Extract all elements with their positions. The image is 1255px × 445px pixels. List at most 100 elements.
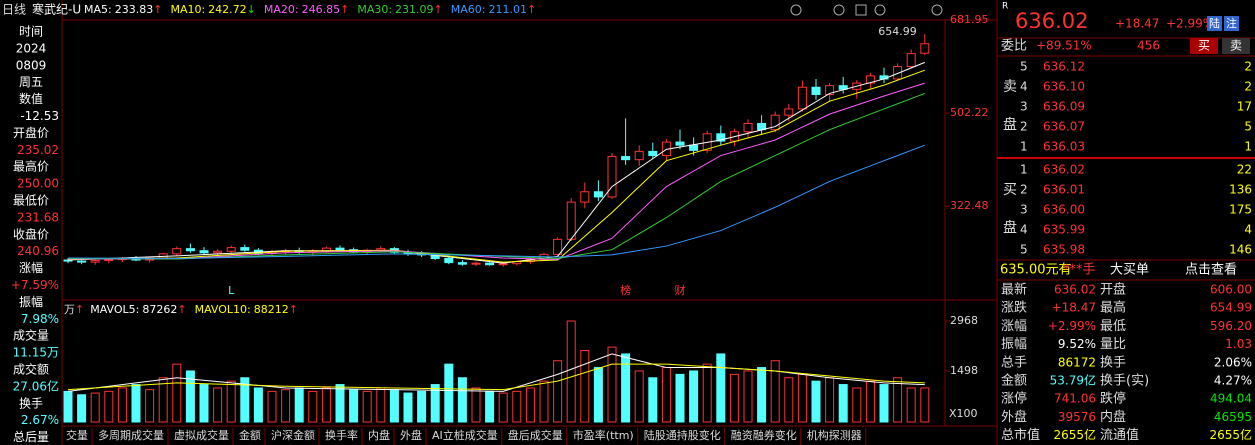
level-volume: 5	[1244, 120, 1252, 134]
sidebar-value: -12.53	[20, 109, 59, 123]
icon[interactable]	[931, 4, 943, 16]
side-label: 盘	[1003, 219, 1017, 236]
y-tick-label: 1498	[950, 364, 978, 377]
tab[interactable]: 陆股通持股变化	[644, 428, 721, 442]
legend-name: MAVOL5:	[90, 303, 139, 316]
tab[interactable]: 多周期成交量	[98, 428, 164, 442]
sell-button[interactable]	[1222, 38, 1250, 54]
level-price: 636.12	[1043, 60, 1085, 74]
sidebar-label: 最低价	[13, 194, 49, 208]
volume-bar	[770, 360, 780, 423]
icon[interactable]	[874, 4, 886, 16]
big-order[interactable]: 点击查看	[1185, 262, 1237, 278]
y-tick-label: 2968	[950, 314, 978, 327]
icon[interactable]	[790, 4, 802, 16]
volume-bar	[920, 387, 930, 423]
tab[interactable]: 机构探测器	[807, 428, 862, 442]
tab[interactable]: 沪深金额	[271, 428, 315, 442]
candle-body	[770, 114, 780, 131]
tab[interactable]: 换手率	[325, 428, 358, 442]
tab[interactable]: 内盘	[368, 428, 390, 442]
level: 1	[1020, 140, 1028, 154]
sidebar-label: 换手	[19, 396, 43, 410]
candle-body	[498, 263, 508, 266]
volume-bar	[566, 320, 576, 423]
volume-bar	[580, 350, 590, 423]
legend-name: MA5:	[84, 3, 112, 16]
ratio-diff: 456	[1137, 39, 1160, 53]
stat-label: 流通值	[1100, 427, 1139, 443]
volume-bar	[376, 387, 386, 423]
level: 1	[1020, 163, 1028, 177]
tab[interactable]: 融资融券变化	[731, 428, 797, 442]
tab[interactable]: 盘后成交量	[508, 428, 563, 442]
level-volume: 175	[1229, 203, 1252, 217]
tab[interactable]: 虚拟成交量	[174, 428, 229, 442]
tab[interactable]: 金额	[239, 428, 261, 442]
sidebar-value: 11.15万	[13, 346, 59, 360]
candle-body	[172, 248, 182, 255]
badge	[1224, 16, 1239, 31]
sidebar-value: 231.68	[17, 210, 59, 224]
high-label: 654.99	[878, 25, 917, 38]
candle-body	[593, 191, 603, 198]
candle-body	[920, 43, 930, 54]
candle-body	[648, 150, 658, 157]
level-price: 636.10	[1043, 80, 1085, 94]
ratio-label: 委比	[1001, 39, 1027, 54]
volume-bar	[893, 377, 903, 423]
legend-trend: ↑	[289, 303, 298, 316]
sidebar-value: 240.96	[17, 244, 59, 258]
ma-line	[67, 92, 925, 260]
volume-bar	[661, 367, 671, 423]
buy-button[interactable]	[1190, 38, 1218, 54]
volume-bar	[104, 390, 114, 423]
stock-name: 寒武纪-U	[32, 2, 81, 17]
volume-bar	[77, 394, 87, 423]
icon[interactable]	[855, 4, 867, 16]
badge	[1207, 16, 1222, 31]
volume-bar	[417, 390, 427, 423]
legend-value: 88212	[254, 303, 289, 316]
side-label: 盘	[1003, 116, 1017, 133]
stat-label: 涨跌	[1001, 300, 1027, 316]
level: 3	[1020, 100, 1028, 114]
volume-bar	[457, 377, 467, 423]
level: 3	[1020, 203, 1028, 217]
sidebar-label: 周五	[19, 75, 43, 89]
volume-bar	[865, 380, 875, 423]
sidebar-label: 总后量	[13, 430, 49, 444]
price: 636.02	[1015, 9, 1088, 33]
sidebar-value: 2.67%	[21, 413, 59, 427]
ma-line	[68, 82, 925, 261]
candle-body	[444, 257, 454, 264]
big-order: ***手	[1063, 263, 1096, 278]
buy-button-text[interactable]: 买	[1198, 39, 1210, 53]
event-marker: 榜	[620, 283, 631, 297]
tab[interactable]: AI立桩成交量	[432, 428, 498, 442]
tab[interactable]: 外盘	[400, 428, 422, 442]
tab[interactable]: 市盈率(ttm)	[573, 428, 634, 442]
icon[interactable]	[833, 4, 845, 16]
y-tick-label: 681.95	[950, 13, 989, 26]
ma-line	[67, 363, 925, 391]
stat-label: 内盘	[1100, 409, 1126, 425]
volume-bar	[648, 377, 658, 423]
level-price: 635.99	[1043, 223, 1085, 237]
stat-value: 636.02	[1054, 283, 1096, 297]
sell-button-text[interactable]: 卖	[1230, 39, 1242, 53]
candle-body	[607, 156, 617, 198]
ratio: +89.51%	[1036, 39, 1092, 53]
period[interactable]: 日线	[2, 3, 26, 17]
candle-body	[634, 150, 644, 161]
volume-bar	[185, 370, 195, 423]
tab[interactable]: 交量	[66, 428, 88, 442]
candle-body	[471, 262, 481, 265]
level-price: 636.02	[1043, 163, 1085, 177]
candle-body	[675, 141, 685, 146]
candle-body	[77, 260, 87, 263]
sidebar-label: 成交量	[13, 328, 49, 343]
volume-bar	[281, 389, 291, 423]
sidebar-value: 27.06亿	[13, 378, 59, 393]
sidebar-label: 振幅	[19, 294, 43, 309]
